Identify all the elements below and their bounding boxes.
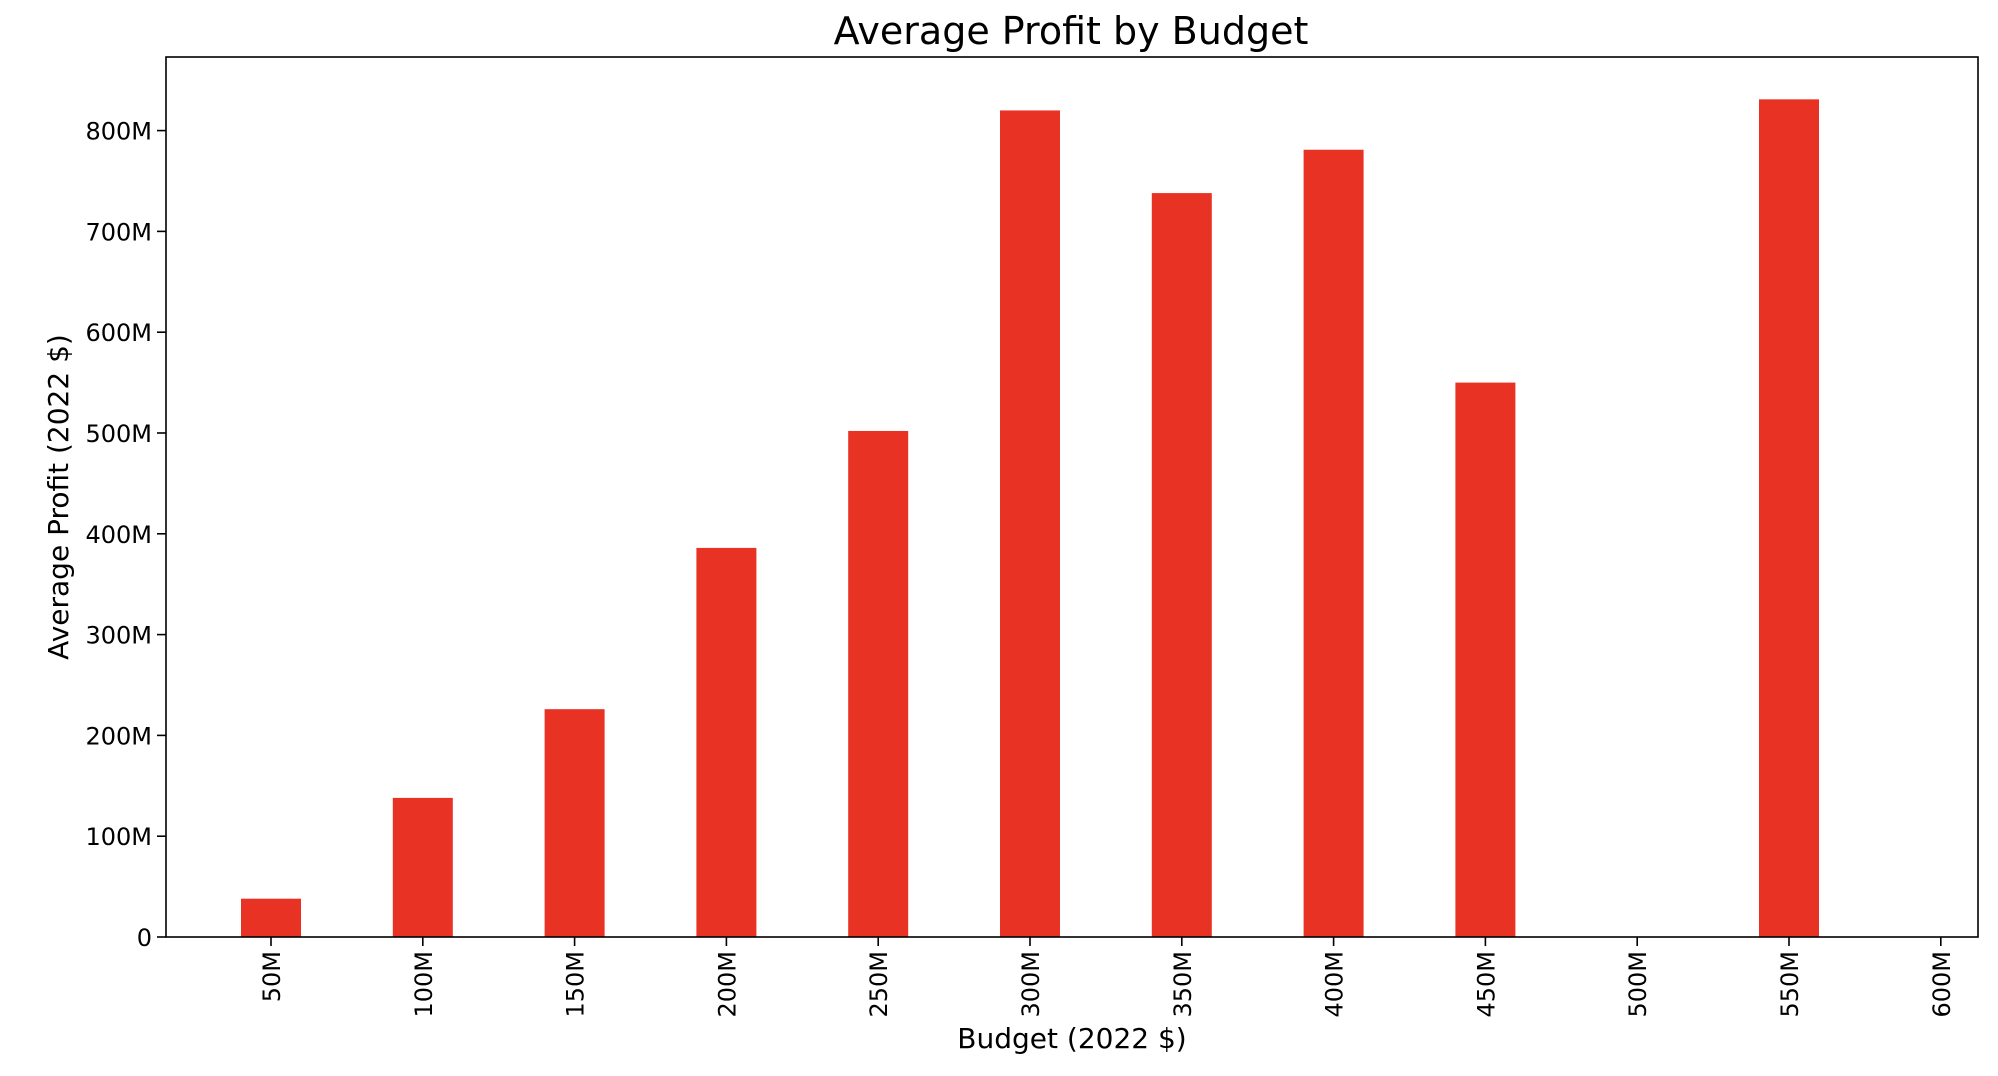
bar-350M bbox=[1151, 193, 1212, 938]
chart-title: Average Profit by Budget bbox=[834, 9, 1309, 53]
bar-200M bbox=[696, 547, 757, 937]
bar-300M bbox=[1000, 110, 1060, 937]
bar-150M bbox=[544, 709, 605, 937]
bar-400M bbox=[1303, 149, 1364, 938]
y-tick-label: 200M bbox=[85, 722, 152, 750]
x-tick-label: 500M bbox=[1624, 951, 1652, 1018]
x-tick-label: 200M bbox=[713, 951, 741, 1018]
bar-100M bbox=[392, 797, 453, 937]
y-tick-label: 700M bbox=[85, 218, 152, 246]
x-tick-label: 250M bbox=[865, 951, 893, 1018]
y-tick-label: 800M bbox=[85, 118, 152, 146]
x-axis: 50M 100M 150M 200M 250M 300M 350M 400M 450M 500M 5… bbox=[258, 937, 1956, 1018]
bar-250M bbox=[848, 430, 909, 937]
bar-450M bbox=[1455, 382, 1516, 937]
y-tick-label: 500M bbox=[85, 420, 152, 448]
bars-layer bbox=[241, 99, 1819, 938]
x-tick-label: 50M bbox=[258, 951, 286, 1002]
y-tick-label: 0 bbox=[137, 924, 152, 952]
y-axis-label: Average Profit (2022 $) bbox=[42, 334, 75, 660]
y-tick-label: 300M bbox=[85, 622, 152, 650]
x-tick-label: 400M bbox=[1321, 951, 1349, 1018]
y-tick-label: 400M bbox=[85, 521, 152, 549]
x-axis-label: Budget (2022 $) bbox=[957, 1022, 1186, 1055]
x-tick-label: 350M bbox=[1169, 951, 1197, 1018]
x-tick-label: 100M bbox=[410, 951, 438, 1018]
x-tick-label: 550M bbox=[1776, 951, 1804, 1018]
x-tick-label: 450M bbox=[1472, 951, 1500, 1018]
y-tick-label: 100M bbox=[85, 823, 152, 851]
plot-area-frame bbox=[165, 56, 1979, 938]
x-tick-label: 600M bbox=[1928, 951, 1956, 1018]
x-tick-label: 300M bbox=[1017, 951, 1045, 1018]
bar-50M bbox=[241, 898, 301, 937]
bar-550M bbox=[1759, 99, 1819, 937]
x-tick-label: 150M bbox=[562, 951, 590, 1018]
y-axis: 0 100M 200M 300M 400M 500M 600M 700M 800M bbox=[85, 118, 166, 952]
y-tick-label: 600M bbox=[85, 319, 152, 347]
